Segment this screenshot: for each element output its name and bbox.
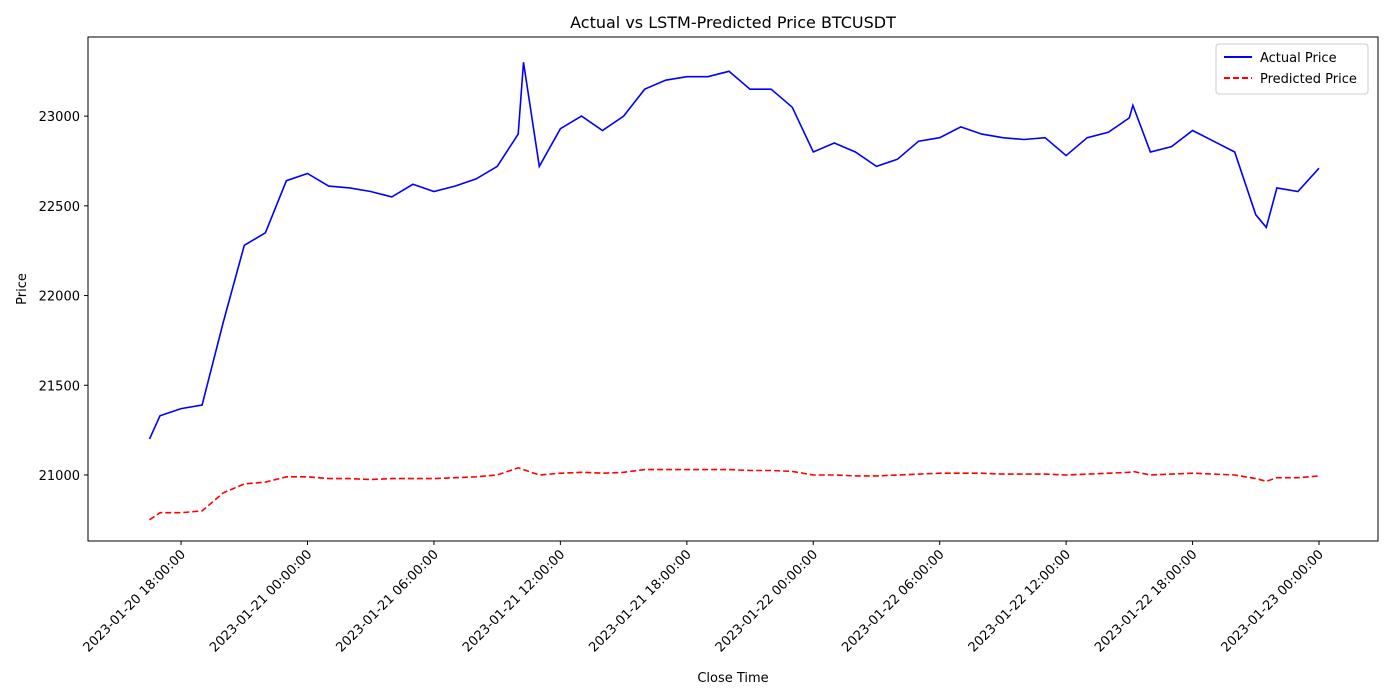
x-tick-label: 2023-01-22 12:00:00	[966, 547, 1074, 655]
x-tick-label: 2023-01-22 00:00:00	[713, 547, 821, 655]
plot-frame	[87, 36, 1379, 542]
legend-label: Predicted Price	[1260, 72, 1357, 87]
x-tick-label: 2023-01-21 12:00:00	[460, 547, 568, 655]
x-tick-label: 2023-01-23 00:00:00	[1219, 547, 1327, 655]
y-tick-label: 21500	[39, 379, 80, 394]
x-tick-label: 2023-01-20 18:00:00	[81, 547, 189, 655]
x-tick-label: 2023-01-22 18:00:00	[1092, 547, 1200, 655]
series-line	[148, 62, 1320, 440]
x-tick-label: 2023-01-21 18:00:00	[586, 547, 694, 655]
x-axis-label: Close Time	[697, 671, 768, 686]
x-tick-label: 2023-01-21 00:00:00	[207, 547, 315, 655]
y-tick-label: 22500	[39, 200, 80, 215]
y-tick-label: 23000	[39, 110, 80, 125]
legend-box	[1215, 43, 1369, 95]
legend-label: Actual Price	[1260, 51, 1337, 66]
x-tick-label: 2023-01-22 06:00:00	[839, 547, 947, 655]
x-tick-label: 2023-01-21 06:00:00	[334, 547, 442, 655]
y-tick-label: 21000	[39, 469, 80, 484]
chart-title: Actual vs LSTM-Predicted Price BTCUSDT	[570, 13, 896, 32]
legend: Actual Price Predicted Price	[1215, 43, 1369, 95]
series-line	[149, 466, 1320, 521]
y-tick-label: 22000	[39, 290, 80, 305]
y-axis-label: Price	[15, 273, 30, 305]
